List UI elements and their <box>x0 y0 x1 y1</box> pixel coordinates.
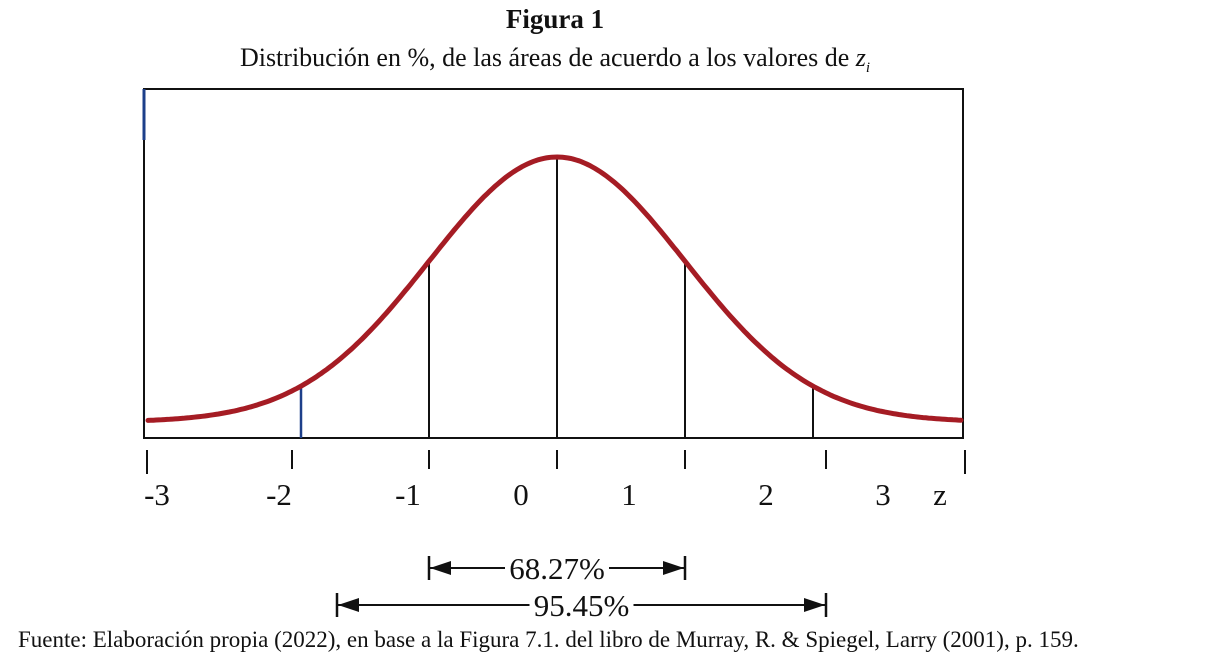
subtitle-subscript: i <box>865 60 871 77</box>
interval-arrowhead-left <box>338 598 359 612</box>
x-axis-label: z <box>933 477 947 512</box>
interval-arrowhead-right <box>663 561 684 575</box>
tick-label: 3 <box>875 477 891 512</box>
normal-curve <box>145 154 964 423</box>
tick-label: -1 <box>395 477 421 512</box>
tick-label: 0 <box>513 477 529 512</box>
source-caption: Fuente: Elaboración propia (2022), en ba… <box>18 627 1079 652</box>
interval-arrowhead-right <box>804 598 825 612</box>
subtitle-variable: z <box>855 43 866 72</box>
interval-label: 68.27% <box>509 551 605 586</box>
figure-subtitle: Distribución en %, de las áreas de acuer… <box>0 43 1110 77</box>
tick-label: -2 <box>266 477 292 512</box>
normal-distribution-chart: -3 -2 -1 0 1 2 3 z 68.27%95.45% <box>142 88 966 623</box>
subtitle-text: Distribución en %, de las áreas de acuer… <box>239 43 850 72</box>
figure-title: Figura 1 <box>505 4 605 34</box>
interval-arrowhead-left <box>430 561 451 575</box>
tick-label: 1 <box>621 477 637 512</box>
tick-label: -3 <box>144 477 170 512</box>
interval-label: 95.45% <box>534 588 630 623</box>
plot-frame <box>143 88 964 439</box>
tick-label: 2 <box>758 477 774 512</box>
